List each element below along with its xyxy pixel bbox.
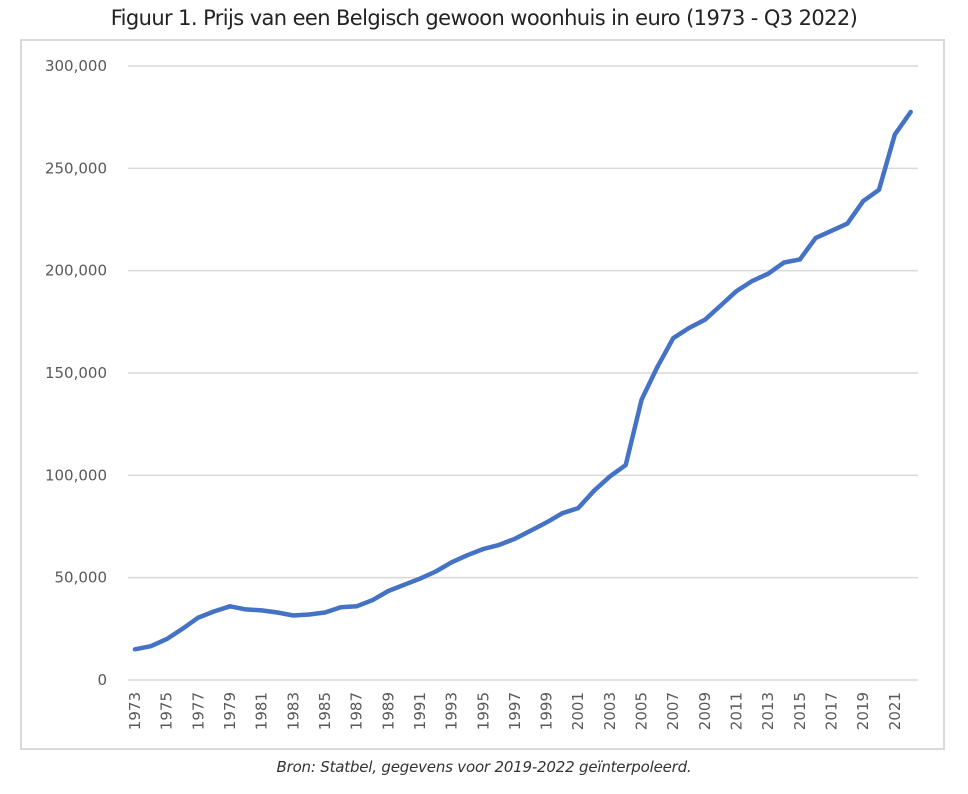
chart-title: Figuur 1. Prijs van een Belgisch gewoon … <box>110 6 858 30</box>
y-tick-label: 250,000 <box>45 159 107 177</box>
x-tick-label: 1993 <box>443 692 461 730</box>
x-tick-label: 1991 <box>411 692 429 730</box>
gridlines <box>128 65 918 681</box>
x-tick-label: 1975 <box>158 692 176 730</box>
chart-frame <box>20 39 945 750</box>
y-axis-ticks: 0 50,000 100,000 150,000 200,000 250,000 300,0… <box>45 57 107 689</box>
x-tick-label: 2009 <box>696 692 714 730</box>
y-tick-label: 50,000 <box>55 569 108 587</box>
y-tick-label: 300,000 <box>45 57 107 75</box>
y-tick-label: 0 <box>97 671 107 689</box>
x-tick-label: 1999 <box>538 692 556 730</box>
x-tick-label: 1989 <box>379 692 397 730</box>
y-tick-label: 200,000 <box>45 262 107 280</box>
x-tick-label: 1995 <box>474 692 492 730</box>
x-tick-label: 1997 <box>506 692 524 730</box>
x-tick-label: 1981 <box>253 692 271 730</box>
x-tick-label: 1977 <box>189 692 207 730</box>
x-tick-label: 2017 <box>823 692 841 730</box>
x-tick-label: 2003 <box>601 692 619 730</box>
x-tick-label: 2015 <box>791 692 809 730</box>
x-tick-label: 1985 <box>316 692 334 730</box>
x-tick-label: 2011 <box>728 692 746 730</box>
x-tick-label: 1983 <box>284 692 302 730</box>
x-tick-label: 1987 <box>348 692 366 730</box>
series-line <box>132 109 913 652</box>
source-note: Bron: Statbel, gegevens voor 2019-2022 g… <box>276 758 692 776</box>
x-tick-label: 2007 <box>664 692 682 730</box>
x-tick-label: 1979 <box>221 692 239 730</box>
x-tick-label: 2005 <box>633 692 651 730</box>
x-tick-label: 2019 <box>854 692 872 730</box>
x-tick-label: 1973 <box>126 692 144 730</box>
x-tick-label: 2021 <box>886 692 904 730</box>
series-group <box>132 109 913 652</box>
y-tick-label: 100,000 <box>45 466 107 484</box>
y-tick-label: 150,000 <box>45 364 107 382</box>
x-axis-ticks: 1973 1975 1977 1979 1981 1983 1985 1987 1989 1991… <box>126 692 904 730</box>
x-tick-label: 2001 <box>569 692 587 730</box>
x-tick-label: 2013 <box>759 692 777 730</box>
